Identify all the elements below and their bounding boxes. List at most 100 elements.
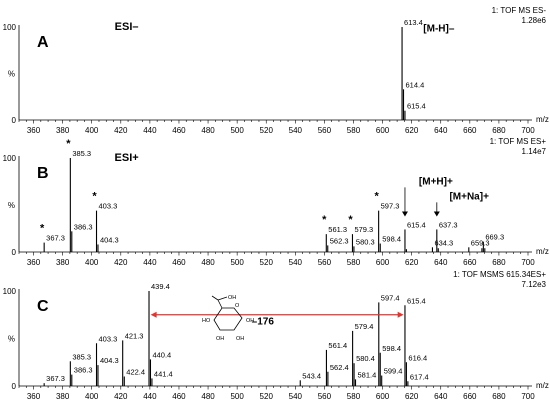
peak-label: 659.3 [471, 238, 490, 247]
peak-label: 385.3 [72, 352, 91, 361]
ion-annotation: [M+H]+ [419, 176, 453, 187]
x-tick-label: 360 [27, 126, 41, 135]
acquisition-header: 1: TOF MS ES- [492, 6, 547, 15]
ionization-mode-label: ESI– [115, 21, 139, 33]
x-tick-label: 480 [201, 392, 215, 401]
x-tick-label: 700 [521, 392, 535, 401]
peak-label: 598.4 [382, 344, 401, 353]
x-tick-label: 700 [521, 126, 535, 135]
peak-label: 599.4 [384, 367, 403, 376]
x-tick-label: 580 [347, 258, 361, 267]
x-tick-label: 540 [289, 258, 303, 267]
panel-letter: C [37, 298, 49, 315]
peak-label: 562.3 [330, 236, 349, 245]
pyranose-ring [213, 307, 243, 331]
peak-label: 615.4 [407, 220, 426, 229]
ion-annotation: [M+Na]+ [449, 191, 489, 202]
glucuronide-structure-drawing: OH O HO OH OH OH [202, 295, 254, 342]
x-tick-label: 480 [201, 258, 215, 267]
carboxyl-oh-bond [217, 296, 228, 301]
annotation-arrow-head [433, 211, 440, 217]
x-tick-label: 680 [492, 392, 506, 401]
x-tick-label: 460 [172, 126, 186, 135]
y-axis-percent-label: % [8, 335, 15, 344]
ion-annotation: [M-H]– [423, 24, 455, 35]
spectrum-panel-b: 100% 0 360 380 400 420 440 460 480 500 520 540 560 58… [3, 137, 549, 267]
x-tick-label: 540 [289, 126, 303, 135]
neutral-loss-arrow-head-right [397, 311, 404, 318]
x-tick-label: 440 [143, 126, 157, 135]
x-tick-label: 560 [318, 258, 332, 267]
x-tick-label: 480 [201, 126, 215, 135]
x-tick-label: 660 [463, 126, 477, 135]
peak-label: 422.4 [126, 368, 145, 377]
x-tick-label: 440 [143, 258, 157, 267]
peak-label: 616.4 [408, 353, 427, 362]
structure-atom-label: HO [202, 318, 211, 324]
x-tick-label: 420 [114, 126, 128, 135]
peak-label: 579.4 [355, 322, 374, 331]
x-tick-label: 380 [56, 258, 70, 267]
y-axis-max-label: 100 [3, 154, 17, 163]
peak-label: 598.4 [382, 235, 401, 244]
peak-label: 367.3 [46, 234, 65, 243]
x-tick-label: 680 [492, 126, 506, 135]
peak-label: 385.3 [72, 149, 91, 158]
peak-label: 404.3 [100, 356, 119, 365]
acquisition-header: 1: TOF MSMS 615.34ES+ [453, 270, 546, 279]
x-tick-label: 440 [143, 392, 157, 401]
y-axis-zero-label: 0 [12, 248, 17, 257]
peak-label: 421.3 [125, 331, 144, 340]
x-tick-label: 680 [492, 258, 506, 267]
ion-annotation: –176 [252, 316, 275, 327]
ionization-mode-label: ESI+ [115, 152, 139, 164]
x-tick-label: 380 [56, 126, 70, 135]
x-tick-label: 640 [434, 126, 448, 135]
x-axis-title: m/z [536, 381, 549, 390]
x-tick-label: 580 [347, 392, 361, 401]
x-tick-label: 520 [260, 126, 274, 135]
peak-label: 634.3 [434, 238, 453, 247]
labelled-peak-asterisk: * [66, 138, 71, 150]
x-tick-label: 640 [434, 392, 448, 401]
x-tick-label: 420 [114, 258, 128, 267]
peak-label: 440.4 [152, 350, 171, 359]
structure-atom-label: OH [228, 295, 236, 301]
peak-label: 579.3 [354, 225, 373, 234]
base-peak-intensity: 1.28e6 [522, 16, 547, 25]
peak-label: 581.4 [358, 370, 377, 379]
x-tick-label: 620 [405, 258, 419, 267]
x-tick-label: 460 [172, 258, 186, 267]
structure-atom-label: OH [216, 336, 224, 342]
y-axis-percent-label: % [8, 70, 15, 79]
structure-atom-label: OH [236, 336, 244, 342]
peak-label: 597.3 [381, 202, 400, 211]
peak-label: 614.4 [406, 80, 425, 89]
peak-label: 403.3 [99, 202, 118, 211]
peak-label: 386.3 [74, 366, 93, 375]
structure-atom-label: O [235, 303, 240, 309]
base-peak-intensity: 1.14e7 [522, 147, 547, 156]
y-axis-max-label: 100 [3, 23, 17, 32]
peak-label: 439.4 [151, 282, 170, 291]
peak-label: 441.4 [154, 369, 173, 378]
x-tick-label: 360 [27, 258, 41, 267]
peak-label: 615.4 [407, 102, 426, 111]
peak-label: 403.3 [99, 334, 118, 343]
structure-atom-label: OH [246, 318, 254, 324]
x-tick-label: 500 [230, 126, 244, 135]
x-tick-label: 700 [521, 258, 535, 267]
x-tick-label: 660 [463, 392, 477, 401]
labelled-peak-asterisk: * [348, 214, 353, 226]
x-tick-label: 400 [85, 258, 99, 267]
peak-label: 617.4 [410, 372, 429, 381]
peak-label: 543.4 [302, 371, 321, 380]
peak-label: 386.3 [74, 222, 93, 231]
peak-label: 615.4 [407, 296, 426, 305]
peak-label: 561.4 [328, 341, 347, 350]
x-tick-label: 500 [230, 258, 244, 267]
x-tick-label: 380 [56, 392, 70, 401]
labelled-peak-asterisk: * [40, 223, 45, 235]
peak-label: 404.3 [100, 235, 119, 244]
x-tick-label: 560 [318, 392, 332, 401]
